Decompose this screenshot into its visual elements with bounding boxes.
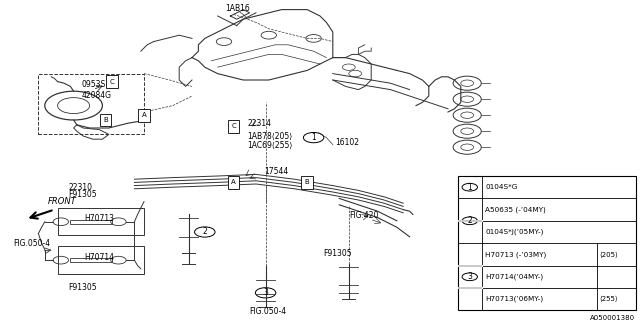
Text: H70714: H70714: [84, 253, 114, 262]
Text: A50635 (-’04MY): A50635 (-’04MY): [485, 206, 546, 213]
Text: 22310: 22310: [68, 183, 93, 192]
Text: B: B: [103, 117, 108, 123]
Text: 1AC69⟨255⟩: 1AC69⟨255⟩: [247, 141, 292, 150]
Bar: [58, 246, 144, 274]
Text: B: B: [305, 180, 310, 185]
Text: H70713(’06MY-): H70713(’06MY-): [485, 296, 543, 302]
Text: H70713: H70713: [84, 214, 114, 223]
Text: F91305: F91305: [68, 190, 97, 199]
Bar: [70, 220, 112, 224]
Text: A050001380: A050001380: [590, 315, 636, 320]
Text: 2: 2: [202, 228, 207, 236]
Text: 1AB16: 1AB16: [225, 4, 250, 13]
Bar: [458, 176, 636, 310]
Text: 17544: 17544: [264, 167, 289, 176]
Text: 3: 3: [263, 288, 268, 297]
Text: 42084G: 42084G: [82, 91, 112, 100]
Bar: [38, 74, 144, 134]
Text: ⟨255⟩: ⟨255⟩: [599, 296, 618, 302]
Text: FRONT: FRONT: [48, 197, 77, 206]
Text: FIG.420: FIG.420: [349, 211, 378, 220]
Text: H70713 (-’03MY): H70713 (-’03MY): [485, 251, 547, 258]
Text: A: A: [231, 180, 236, 185]
Text: 1: 1: [311, 133, 316, 142]
Text: C: C: [109, 79, 115, 84]
Text: ⟨205⟩: ⟨205⟩: [599, 251, 618, 258]
Bar: [58, 208, 144, 235]
Text: FIG.050-4: FIG.050-4: [250, 307, 287, 316]
Text: 0953S: 0953S: [82, 80, 106, 89]
Text: 3: 3: [467, 272, 472, 281]
Text: 1: 1: [467, 183, 472, 192]
Text: C: C: [231, 124, 236, 129]
Text: A: A: [141, 112, 147, 118]
Text: F91305: F91305: [323, 249, 352, 258]
Text: 1AB78⟨205⟩: 1AB78⟨205⟩: [247, 132, 292, 140]
Text: 0104S*J(’05MY-): 0104S*J(’05MY-): [485, 229, 543, 235]
Text: 0104S*G: 0104S*G: [485, 184, 518, 190]
Text: 22314: 22314: [247, 119, 271, 128]
Text: F91305: F91305: [68, 283, 97, 292]
Text: 2: 2: [467, 216, 472, 225]
Text: H70714(’04MY-): H70714(’04MY-): [485, 274, 543, 280]
Text: 16102: 16102: [335, 138, 359, 147]
Bar: [70, 258, 112, 262]
Text: FIG.050-4: FIG.050-4: [13, 239, 50, 248]
